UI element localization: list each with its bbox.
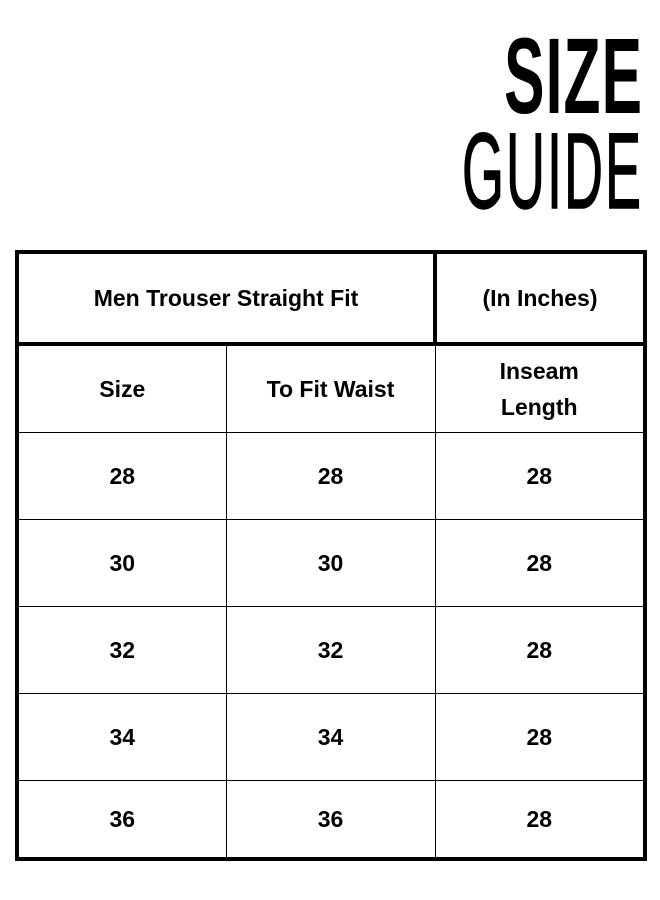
cell-size: 30 [16,519,227,607]
cell-inseam: 28 [434,780,646,860]
table-row: 28 28 28 [16,432,646,520]
cell-inseam: 28 [434,432,646,520]
cell-size: 28 [16,432,227,520]
cell-size: 34 [16,693,227,781]
title-guide: GUIDE [461,110,643,231]
table-row: 36 36 28 [16,780,646,860]
cell-waist: 36 [225,780,436,860]
cell-size: 36 [16,780,227,860]
cell-inseam: 28 [434,519,646,607]
cell-size: 32 [16,606,227,694]
table-row: 34 34 28 [16,693,646,781]
table-row: 32 32 28 [16,606,646,694]
cell-waist: 28 [225,432,436,520]
cell-waist: 34 [225,693,436,781]
table-header-row: Size To Fit Waist Inseam Length [16,343,646,433]
size-guide-table: Men Trouser Straight Fit (In Inches) Siz… [15,250,647,861]
header-waist: To Fit Waist [225,343,436,433]
table-row: 30 30 28 [16,519,646,607]
table-caption: Men Trouser Straight Fit [16,251,436,346]
header-inseam: Inseam Length [434,343,646,433]
cell-waist: 30 [225,519,436,607]
title-size: SIZE [504,15,643,136]
cell-inseam: 28 [434,606,646,694]
cell-inseam: 28 [434,693,646,781]
cell-waist: 32 [225,606,436,694]
unit-label: (In Inches) [433,251,646,346]
header-size: Size [16,343,227,433]
table-caption-row: Men Trouser Straight Fit (In Inches) [16,251,646,346]
